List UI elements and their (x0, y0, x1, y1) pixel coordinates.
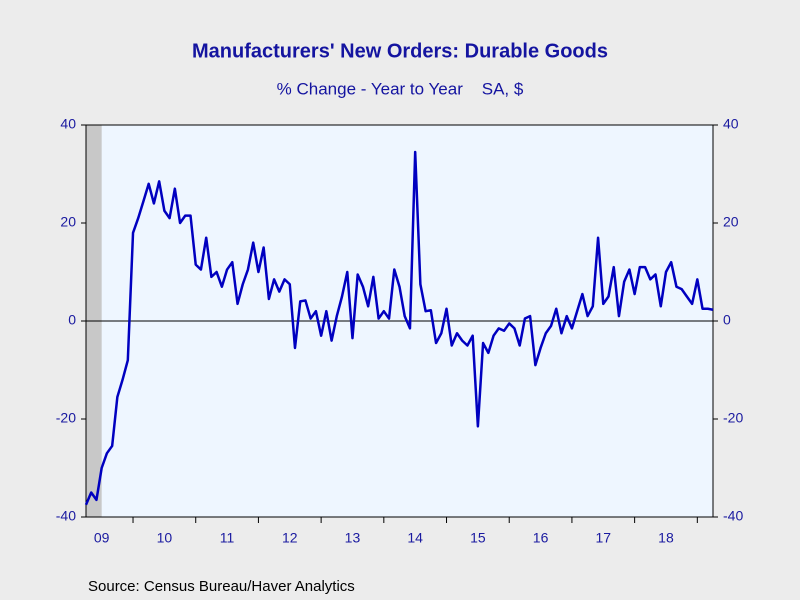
y2-tick-label: 20 (723, 214, 739, 230)
y-tick-label: 20 (60, 214, 76, 230)
x-tick-label: 15 (470, 530, 486, 546)
y-tick-label: -20 (56, 410, 76, 426)
x-tick-label: 11 (220, 530, 235, 546)
y2-tick-label: -20 (723, 410, 743, 426)
x-tick-label: 14 (407, 530, 423, 546)
chart-subtitle: % Change - Year to Year SA, $ (277, 79, 524, 98)
x-tick-label: 17 (595, 530, 611, 546)
y2-tick-label: -40 (723, 508, 743, 524)
x-tick-label: 16 (533, 530, 549, 546)
x-tick-label: 13 (345, 530, 361, 546)
y-tick-label: 0 (68, 312, 76, 328)
y-tick-label: -40 (56, 508, 76, 524)
x-tick-label: 10 (157, 530, 173, 546)
x-tick-label: 09 (94, 530, 110, 546)
x-tick-label: 18 (658, 530, 674, 546)
plot-frame (85, 124, 714, 518)
data-line (84, 150, 714, 506)
x-tick-label: 12 (282, 530, 298, 546)
y2-tick-label: 40 (723, 116, 739, 132)
source-note: Source: Census Bureau/Haver Analytics (88, 578, 355, 595)
y2-tick-label: 0 (723, 312, 731, 328)
chart-title: Manufacturers' New Orders: Durable Goods (192, 40, 608, 62)
y-tick-label: 40 (60, 116, 76, 132)
